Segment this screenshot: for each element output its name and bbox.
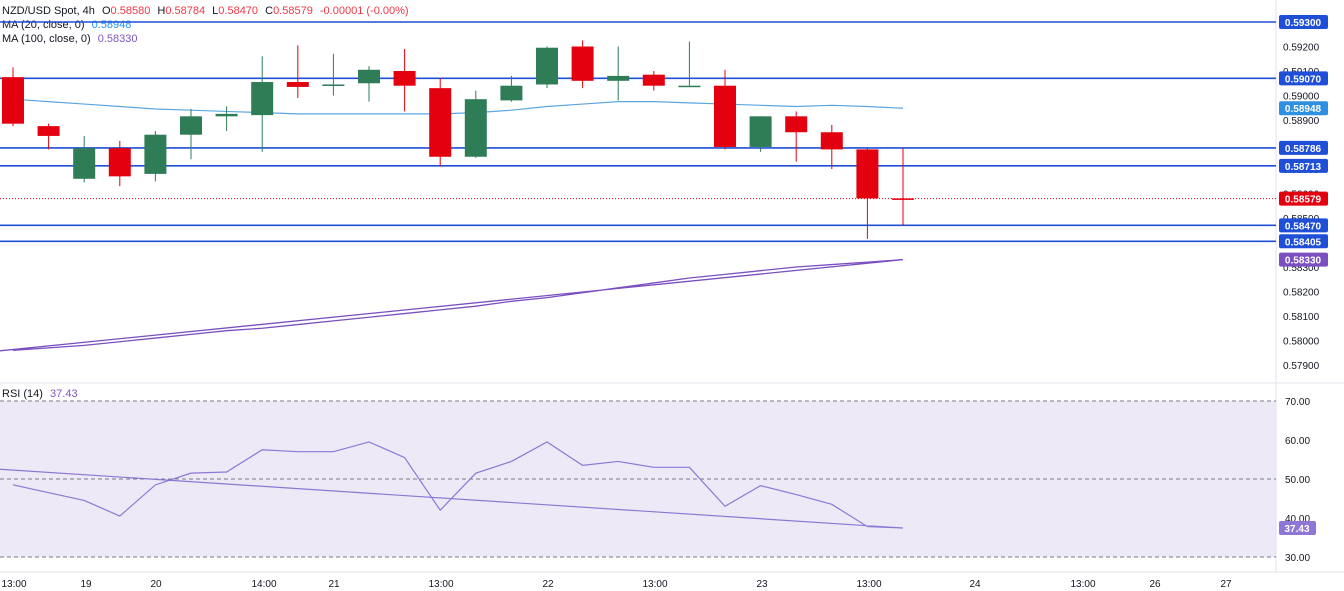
candle-body — [892, 198, 914, 200]
time-tick-label: 13:00 — [1070, 579, 1095, 590]
ma20-tag-bg — [1279, 101, 1328, 116]
time-tick-label: 19 — [80, 579, 92, 590]
symbol-label: NZD/USD Spot, 4h — [2, 5, 95, 17]
price-tick-label: 0.58900 — [1283, 116, 1320, 127]
rsi-tick-label: 50.00 — [1285, 475, 1310, 486]
time-tick-label: 13:00 — [428, 579, 453, 590]
candle-body — [73, 148, 96, 179]
ma100-tag-bg — [1279, 252, 1328, 267]
level-tag: 0.58713 — [1285, 162, 1322, 173]
candle-body — [37, 126, 60, 136]
time-tick-label: 14:00 — [251, 579, 276, 590]
price-tick-label: 0.57900 — [1283, 361, 1320, 372]
time-tick-label: 13:00 — [1, 579, 26, 590]
level-tag-bg — [1279, 15, 1328, 29]
last-price-tag: 0.58579 — [1285, 195, 1322, 206]
rsi-tag-bg — [1279, 521, 1316, 536]
candle-body — [144, 134, 167, 174]
ma100-label: MA (100, close, 0) — [2, 33, 91, 45]
candle-body — [536, 47, 558, 85]
price-tick-label: 0.58100 — [1283, 312, 1320, 323]
level-tag: 0.59300 — [1285, 18, 1322, 29]
open-value: O0.58580 — [101, 5, 151, 17]
level-tag: 0.59070 — [1285, 74, 1322, 85]
price-legend: NZD/USD Spot, 4h O0.58580 H0.58784 L0.58… — [2, 4, 413, 18]
candle-body — [215, 113, 238, 117]
time-tick-label: 22 — [542, 579, 554, 590]
price-tick-label: 0.58200 — [1283, 288, 1320, 299]
rsi-legend: RSI (14) 37.43 — [2, 387, 82, 401]
time-tick-label: 24 — [969, 579, 981, 590]
rsi-value: 37.43 — [50, 388, 78, 400]
candle-body — [785, 116, 808, 133]
ma100-tag: 0.58330 — [1285, 256, 1322, 267]
candle-body — [464, 99, 487, 157]
candle-body — [2, 77, 24, 124]
candle-body — [286, 82, 309, 87]
time-tick-label: 13:00 — [856, 579, 881, 590]
rsi-tick-label: 60.00 — [1285, 436, 1310, 447]
time-tick-label: 23 — [756, 579, 768, 590]
candle-body — [856, 149, 879, 199]
candle-body — [500, 85, 523, 101]
rsi-tag: 37.43 — [1284, 524, 1309, 535]
candle-body — [251, 82, 274, 116]
price-tick-label: 0.58000 — [1283, 337, 1320, 348]
rsi-tick-label: 30.00 — [1285, 553, 1310, 564]
candle-body — [108, 148, 131, 177]
price-tick-label: 0.59200 — [1283, 43, 1320, 54]
candle-body — [358, 69, 380, 84]
candle-body — [642, 74, 665, 86]
candle-body — [180, 116, 202, 135]
close-value: C0.58579 — [265, 5, 313, 17]
change-value: -0.00001 (-0.00%) — [319, 5, 409, 17]
level-tag-bg — [1279, 234, 1328, 249]
price-tick-label: 0.59000 — [1283, 92, 1320, 103]
candle-body — [678, 85, 701, 88]
last-price-tag-bg — [1279, 191, 1328, 206]
ma100-value: 0.58330 — [97, 33, 138, 45]
low-value: L0.58470 — [212, 5, 259, 17]
time-tick-label: 27 — [1220, 579, 1232, 590]
ma100-line — [0, 259, 904, 352]
candle-body — [714, 85, 736, 147]
rsi-label: RSI (14) — [2, 388, 43, 400]
candle-body — [429, 88, 452, 157]
level-tag: 0.58786 — [1285, 144, 1322, 155]
high-value: H0.58784 — [157, 5, 206, 17]
price-tick-label: 0.58300 — [1283, 263, 1320, 274]
ma20-line — [12, 98, 904, 115]
rsi-line — [0, 441, 904, 529]
level-tag-bg — [1279, 71, 1328, 86]
candle-body — [749, 116, 772, 147]
time-tick-label: 20 — [150, 579, 162, 590]
level-tag: 0.58470 — [1285, 221, 1322, 232]
time-tick-label: 13:00 — [642, 579, 667, 590]
candle-body — [571, 46, 594, 81]
ma20-tag: 0.58948 — [1285, 104, 1322, 115]
rsi-tick-label: 70.00 — [1285, 397, 1310, 408]
level-tag: 0.58405 — [1285, 237, 1322, 248]
ma100-legend: MA (100, close, 0) 0.58330 — [2, 32, 141, 46]
candle-body — [607, 75, 630, 81]
level-tag-bg — [1279, 218, 1328, 233]
rsi-tick-label: 40.00 — [1285, 514, 1310, 525]
level-tag-bg — [1279, 140, 1328, 155]
candle-body — [820, 132, 843, 150]
candle-body — [393, 71, 416, 86]
candle-body — [322, 84, 345, 86]
time-tick-label: 21 — [328, 579, 340, 590]
level-tag-bg — [1279, 158, 1328, 173]
time-tick-label: 26 — [1149, 579, 1161, 590]
